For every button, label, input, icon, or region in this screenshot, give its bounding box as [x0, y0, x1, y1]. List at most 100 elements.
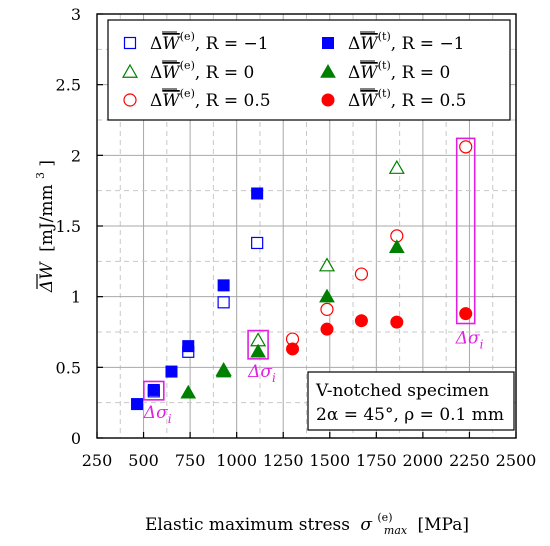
legend-label-w: W — [360, 91, 379, 111]
data-point-square-open — [217, 296, 230, 309]
y-axis-label-unit-superscript: 3 — [34, 172, 47, 179]
y-tick-label: 3 — [71, 5, 81, 24]
x-axis-label-superscript: (e) — [377, 511, 392, 524]
y-tick-label: 0.5 — [56, 358, 81, 377]
legend-label: ΔW(e), R = 0.5 — [150, 87, 271, 111]
data-point-triangle-filled — [388, 239, 405, 253]
x-tick-label: 1750 — [356, 451, 397, 470]
tick-labels: 250 500 750 1000 1250 1500 1750 2000 2250 2500 0 0.… — [56, 5, 537, 470]
highlight-box — [247, 329, 269, 360]
annotation: V-notched specimen 2α = 45°, ρ = 0.1 mm — [307, 371, 515, 431]
highlight-label: Δσi — [143, 403, 172, 426]
legend-label-superscript: (e) — [180, 87, 195, 100]
legend-marker-circle-filled — [321, 93, 335, 107]
legend-marker-circle-open — [123, 93, 137, 107]
legend-label-delta: Δ — [150, 34, 162, 54]
legend-label-delta: Δ — [150, 63, 162, 83]
annotation-line-2: 2α = 45°, ρ = 0.1 mm — [316, 405, 504, 425]
x-tick-label: 1000 — [216, 451, 257, 470]
annotation-line-1: V-notched specimen — [315, 381, 489, 401]
highlight-label: Δσi — [455, 329, 484, 352]
data-point-circle-open — [320, 302, 334, 316]
x-tick-label: 750 — [175, 451, 206, 470]
data-point-circle-filled — [459, 307, 473, 321]
y-axis-label-unit-close: ] — [37, 160, 57, 167]
legend: ΔW(e), R = −1ΔW(e), R = 0ΔW(e), R = 0.5Δ… — [107, 19, 511, 121]
y-axis-label-unit: [mJ/mm — [37, 184, 57, 252]
x-tick-label: 1250 — [263, 451, 304, 470]
legend-label-delta: Δ — [150, 91, 162, 111]
data-point-triangle-open — [388, 159, 405, 174]
data-point-triangle-filled — [319, 288, 335, 303]
x-tick-label: 2000 — [403, 451, 444, 470]
data-point-triangle-filled — [180, 384, 197, 399]
highlight-boxes — [142, 137, 476, 401]
y-tick-label: 0 — [71, 429, 81, 448]
x-axis-label: Elastic maximum stress σ (e) max [MPa] — [145, 506, 469, 539]
legend-label: ΔW(t), R = −1 — [348, 30, 465, 54]
x-axis-label-main: Elastic maximum stress — [145, 515, 350, 535]
highlight-label-subscript: i — [272, 371, 276, 385]
data-point-circle-open — [354, 267, 369, 281]
y-axis-label: ΔW [mJ/mm 3 ] — [29, 160, 57, 293]
legend-marker-triangle-filled — [320, 63, 336, 78]
legend-label-superscript: (t) — [378, 59, 391, 72]
y-tick-label: 2 — [71, 146, 81, 165]
data-point-square-filled — [165, 365, 178, 378]
data-point-square-filled — [251, 187, 264, 200]
legend-label-delta: Δ — [348, 91, 360, 111]
data-points — [131, 140, 473, 411]
x-axis-label-symbol: σ — [360, 515, 372, 535]
legend-box — [107, 19, 511, 121]
annotation-box — [307, 371, 515, 431]
highlight-box — [455, 137, 476, 325]
data-point-triangle-open — [318, 257, 336, 272]
data-point-square-filled — [147, 383, 160, 396]
highlight-box — [142, 380, 165, 401]
legend-label: ΔW(e), R = 0 — [150, 59, 254, 83]
legend-label-r: , R = 0 — [391, 63, 450, 83]
legend-label-w: W — [360, 63, 379, 83]
legend-label-delta: Δ — [348, 63, 360, 83]
legend-label-w: W — [162, 63, 181, 83]
x-tick-label: 2250 — [449, 451, 490, 470]
data-point-circle-filled — [354, 314, 368, 328]
highlight-label-subscript: i — [480, 338, 484, 352]
legend-label-r: , R = −1 — [195, 34, 269, 54]
legend-label-r: , R = 0 — [195, 63, 254, 83]
data-point-triangle-filled — [215, 363, 232, 378]
legend-label: ΔW(t), R = 0 — [348, 59, 450, 83]
x-tick-label: 2500 — [496, 451, 537, 470]
legend-label-delta: Δ — [348, 34, 360, 54]
legend-label-r: , R = −1 — [391, 34, 465, 54]
highlight-label-symbol: Δσ — [247, 362, 272, 382]
legend-marker-square-filled — [322, 37, 334, 49]
legend-items: ΔW(e), R = −1ΔW(e), R = 0ΔW(e), R = 0.5Δ… — [121, 30, 466, 111]
legend-label-superscript: (t) — [378, 30, 391, 43]
legend-label: ΔW(t), R = 0.5 — [348, 87, 466, 111]
y-axis-label-main: ΔW — [37, 261, 57, 293]
legend-marker-square-open — [123, 36, 137, 50]
data-point-circle-filled — [390, 315, 404, 329]
legend-label-superscript: (e) — [180, 59, 195, 72]
data-point-circle-open — [459, 140, 473, 154]
data-point-square-filled — [217, 279, 230, 292]
legend-label-r: , R = 0.5 — [195, 91, 271, 111]
highlight-label-symbol: Δσ — [143, 403, 168, 423]
highlight-label-subscript: i — [168, 412, 172, 426]
data-point-square-open — [251, 236, 264, 250]
svg-text:ΔW [mJ/mm 3: ΔW [mJ/mm 3 ] — [29, 160, 57, 293]
data-point-triangle-filled — [250, 343, 266, 358]
data-point-circle-filled — [286, 342, 300, 356]
x-axis-label-subscript: max — [384, 524, 408, 537]
highlight-label: Δσi — [247, 362, 276, 385]
x-tick-label: 250 — [82, 451, 113, 470]
y-tick-label: 2.5 — [56, 76, 81, 95]
legend-label-superscript: (e) — [180, 30, 195, 43]
x-axis-label-unit: [MPa] — [418, 515, 469, 535]
legend-label-r: , R = 0.5 — [391, 91, 467, 111]
legend-label-w: W — [162, 34, 181, 54]
legend-label: ΔW(e), R = −1 — [150, 30, 269, 54]
highlight-label-symbol: Δσ — [455, 329, 480, 349]
